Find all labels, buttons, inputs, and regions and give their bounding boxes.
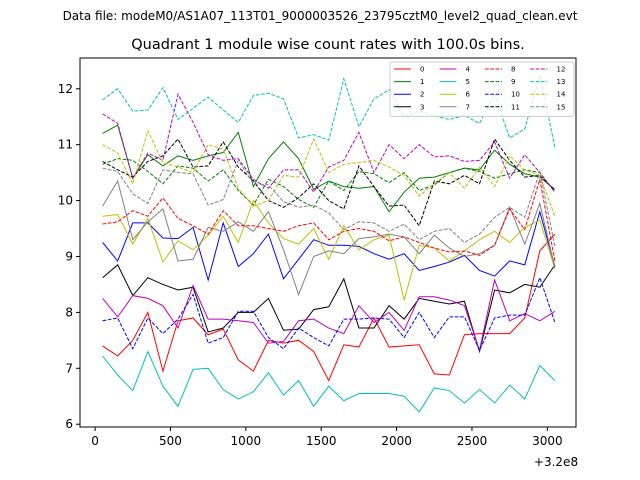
legend-label-11: 11 xyxy=(511,103,520,111)
legend-label-5: 5 xyxy=(466,78,470,86)
legend-label-7: 7 xyxy=(466,103,470,111)
y-tick-label: 11 xyxy=(58,138,73,152)
legend-label-1: 1 xyxy=(420,78,424,86)
series-line-2 xyxy=(102,209,556,282)
plot-frame xyxy=(79,57,577,428)
series-line-12 xyxy=(102,92,556,194)
x-tick-label: 1000 xyxy=(231,434,262,448)
series-line-14 xyxy=(102,129,556,217)
x-tick-label: 2500 xyxy=(457,434,488,448)
x-tick-label: 3000 xyxy=(532,434,563,448)
series-line-13 xyxy=(102,74,556,148)
x-tick-label: 1500 xyxy=(306,434,337,448)
x-tick-label: 0 xyxy=(91,434,99,448)
legend-label-3: 3 xyxy=(420,103,424,111)
series-line-5 xyxy=(102,350,556,413)
x-offset-label: +3.2e8 xyxy=(534,455,578,469)
legend-box xyxy=(389,61,575,117)
legend-label-9: 9 xyxy=(511,78,515,86)
series-line-7 xyxy=(102,179,556,296)
series-line-10 xyxy=(102,276,556,352)
series-line-6 xyxy=(102,199,556,301)
legend-label-10: 10 xyxy=(511,91,520,99)
x-tick-label: 500 xyxy=(159,434,182,448)
legend-label-2: 2 xyxy=(420,91,424,99)
chart-title: Quadrant 1 module wise count rates with … xyxy=(131,37,525,53)
figure-suptitle: Data file: modeM0/AS1A07_113T01_90000035… xyxy=(63,9,578,23)
legend-label-13: 13 xyxy=(557,78,566,86)
y-tick-label: 7 xyxy=(65,361,73,375)
series-line-0 xyxy=(102,233,556,382)
y-tick-label: 6 xyxy=(65,417,73,431)
x-tick-label: 2000 xyxy=(381,434,412,448)
series-line-1 xyxy=(102,124,556,213)
y-tick-label: 12 xyxy=(58,82,73,96)
series-line-9 xyxy=(102,158,556,208)
y-tick-label: 8 xyxy=(65,305,73,319)
axes-layer: 0 500 1000 1500 2000 2500 3000 6 7 8 9 10 11 12 xyxy=(58,82,563,448)
legend-label-12: 12 xyxy=(557,66,566,74)
plot-area xyxy=(80,58,576,427)
legend-label-8: 8 xyxy=(511,66,515,74)
legend-label-14: 14 xyxy=(557,91,566,99)
legend-label-0: 0 xyxy=(420,66,424,74)
series-line-8 xyxy=(102,179,556,262)
legend-label-15: 15 xyxy=(557,103,566,111)
legend-label-4: 4 xyxy=(466,66,471,74)
series-line-11 xyxy=(102,137,556,227)
legend-label-6: 6 xyxy=(466,91,471,99)
y-tick-label: 9 xyxy=(65,249,73,263)
series-line-15 xyxy=(102,159,556,247)
y-tick-label: 10 xyxy=(58,194,73,208)
plot-layer xyxy=(102,74,556,413)
series-line-4 xyxy=(102,278,556,353)
